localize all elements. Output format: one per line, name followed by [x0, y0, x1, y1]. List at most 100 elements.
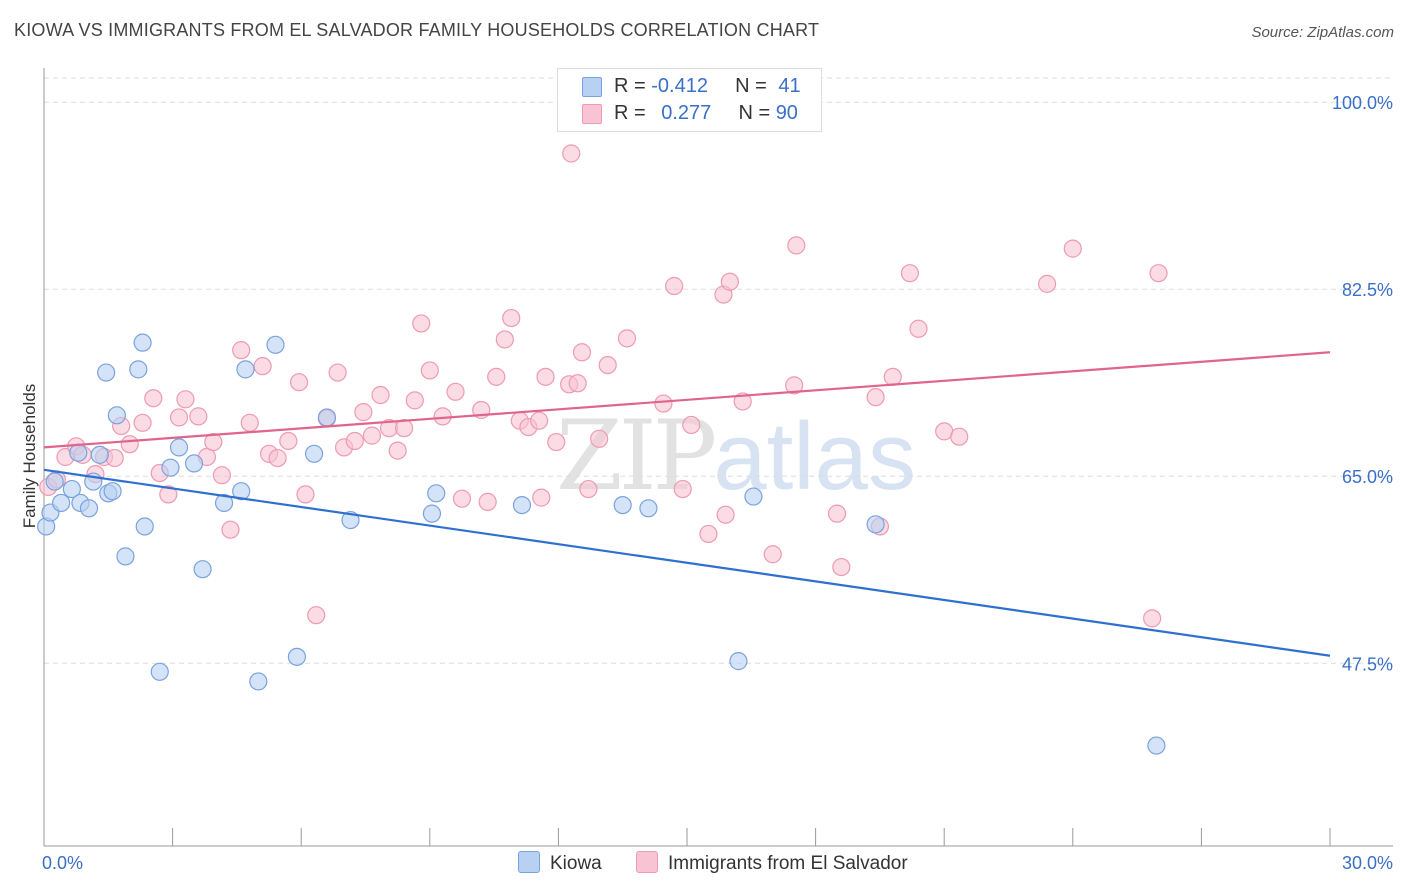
- point-salvador: [787, 236, 806, 255]
- point-salvador: [827, 504, 847, 523]
- legend-r-value-kiowa: -0.412: [651, 75, 708, 97]
- point-kiowa: [133, 333, 152, 352]
- point-salvador: [371, 385, 390, 405]
- point-kiowa: [1147, 736, 1166, 755]
- point-kiowa: [287, 647, 307, 666]
- point-salvador: [446, 382, 465, 401]
- point-kiowa: [129, 360, 148, 379]
- point-salvador: [268, 448, 287, 468]
- point-salvador: [579, 479, 598, 499]
- point-salvador: [388, 441, 407, 460]
- point-salvador: [420, 361, 439, 380]
- point-salvador: [289, 373, 309, 392]
- point-salvador: [530, 411, 549, 430]
- x-tick-label: 0.0%: [42, 853, 83, 873]
- point-salvador: [487, 367, 506, 386]
- point-kiowa: [317, 408, 337, 427]
- point-salvador: [296, 485, 315, 504]
- point-salvador: [532, 488, 551, 507]
- point-kiowa: [866, 515, 885, 534]
- point-kiowa: [249, 672, 268, 691]
- point-kiowa: [236, 360, 255, 379]
- y-tick-label: 100.0%: [1332, 93, 1393, 113]
- trendline-kiowa: [43, 468, 1331, 657]
- correlation-legend: R = -0.412 N = 41 R = 0.277 N = 90: [557, 68, 822, 132]
- point-salvador: [733, 392, 752, 411]
- chart-title: KIOWA VS IMMIGRANTS FROM EL SALVADOR FAM…: [14, 20, 820, 40]
- point-kiowa: [135, 517, 154, 536]
- legend-n-label: N =: [738, 102, 776, 124]
- point-kiowa: [79, 499, 99, 518]
- point-salvador: [673, 479, 692, 499]
- legend-r-label: R =: [614, 102, 652, 124]
- point-salvador: [950, 427, 969, 446]
- point-salvador: [1143, 609, 1162, 628]
- point-kiowa: [193, 560, 212, 579]
- point-salvador: [144, 389, 163, 408]
- point-kiowa: [169, 438, 189, 457]
- bottom-legend-label-salvador: Immigrants from El Salvador: [668, 853, 908, 874]
- point-kiowa: [613, 495, 632, 515]
- legend-n-value-kiowa: 41: [778, 75, 801, 97]
- point-salvador: [221, 520, 240, 539]
- legend-n-label: N =: [735, 75, 773, 97]
- point-kiowa: [45, 472, 64, 491]
- point-salvador: [176, 390, 195, 409]
- point-kiowa: [107, 406, 126, 425]
- point-salvador: [204, 432, 223, 452]
- point-salvador: [617, 329, 637, 348]
- point-salvador: [240, 413, 259, 432]
- point-kiowa: [62, 479, 81, 499]
- y-tick-label: 65.0%: [1342, 467, 1393, 487]
- point-salvador: [562, 144, 581, 163]
- point-kiowa: [232, 482, 251, 501]
- point-salvador: [716, 505, 735, 524]
- point-salvador: [478, 492, 497, 511]
- point-salvador: [133, 413, 152, 432]
- point-salvador: [763, 545, 782, 564]
- y-tick-label: 47.5%: [1342, 654, 1393, 674]
- point-salvador: [253, 357, 272, 376]
- point-salvador: [883, 367, 902, 386]
- point-salvador: [590, 429, 609, 448]
- legend-n-value-salvador: 90: [775, 102, 798, 124]
- point-salvador: [547, 432, 566, 452]
- point-salvador: [354, 403, 373, 422]
- legend-r-value-salvador: 0.277: [661, 102, 712, 124]
- point-kiowa: [150, 662, 169, 681]
- x-tick-label: 30.0%: [1342, 853, 1393, 873]
- legend-swatch-kiowa: [582, 77, 602, 97]
- y-axis-label: Family Households: [20, 383, 39, 529]
- source-label: Source: ZipAtlas.com: [1251, 24, 1394, 41]
- point-salvador: [785, 376, 804, 395]
- point-salvador: [452, 489, 472, 508]
- point-salvador: [362, 426, 382, 445]
- point-kiowa: [427, 484, 446, 503]
- point-kiowa: [729, 652, 748, 671]
- point-salvador: [699, 524, 718, 544]
- point-salvador: [212, 466, 231, 485]
- point-kiowa: [639, 499, 658, 518]
- point-kiowa: [90, 445, 109, 464]
- y-tick-label: 82.5%: [1342, 280, 1393, 300]
- bottom-legend-swatch-kiowa: [518, 851, 540, 873]
- point-salvador: [495, 330, 514, 349]
- point-salvador: [598, 355, 617, 375]
- point-salvador: [1063, 239, 1082, 258]
- point-salvador: [568, 374, 587, 393]
- point-salvador: [345, 431, 364, 451]
- bottom-legend-salvador: Immigrants from El Salvador: [636, 851, 908, 875]
- point-kiowa: [52, 493, 71, 513]
- bottom-legend-kiowa: Kiowa: [518, 851, 602, 875]
- point-kiowa: [512, 495, 532, 515]
- bottom-legend-swatch-salvador: [636, 851, 658, 873]
- point-salvador: [307, 606, 326, 625]
- point-kiowa: [184, 454, 204, 473]
- point-salvador: [159, 485, 178, 504]
- point-kiowa: [103, 482, 122, 501]
- point-kiowa: [422, 504, 442, 523]
- point-salvador: [682, 415, 701, 435]
- point-salvador: [909, 319, 928, 338]
- point-salvador: [900, 264, 920, 283]
- point-kiowa: [266, 335, 285, 354]
